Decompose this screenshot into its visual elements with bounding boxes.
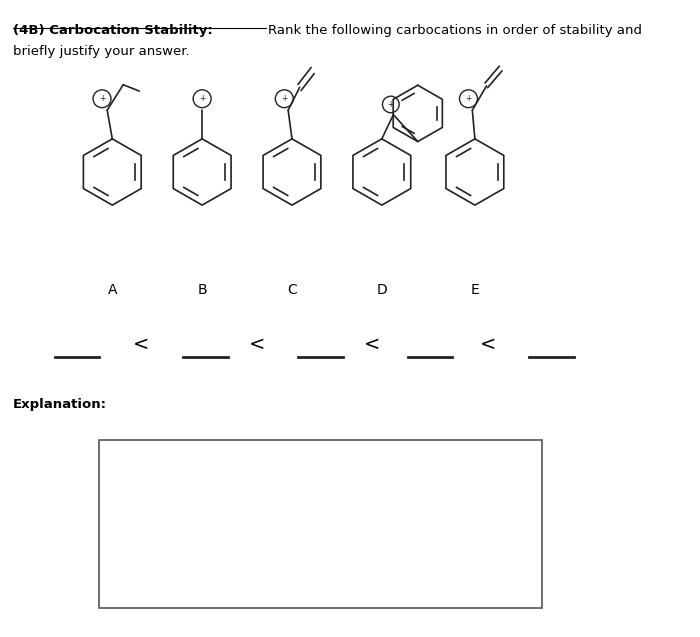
Text: Rank the following carbocations in order of stability and: Rank the following carbocations in order… — [268, 24, 642, 37]
Text: +: + — [466, 94, 472, 103]
FancyBboxPatch shape — [99, 440, 542, 608]
Text: (4B) Carbocation Stability:: (4B) Carbocation Stability: — [13, 24, 213, 37]
Text: <: < — [248, 334, 265, 354]
Text: Explanation:: Explanation: — [13, 398, 107, 411]
Text: C: C — [287, 283, 297, 297]
Text: +: + — [99, 94, 105, 103]
Text: B: B — [197, 283, 207, 297]
Text: <: < — [480, 334, 496, 354]
Text: +: + — [199, 94, 205, 103]
Text: briefly justify your answer.: briefly justify your answer. — [13, 45, 190, 57]
Text: <: < — [364, 334, 380, 354]
Text: +: + — [281, 94, 288, 103]
Text: E: E — [470, 283, 480, 297]
Text: A: A — [108, 283, 117, 297]
Text: D: D — [377, 283, 387, 297]
Text: +: + — [388, 100, 394, 109]
Text: <: < — [133, 334, 149, 354]
